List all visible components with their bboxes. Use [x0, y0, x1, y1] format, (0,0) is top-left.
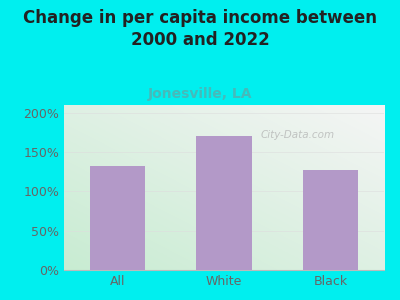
Text: Jonesville, LA: Jonesville, LA [148, 87, 252, 101]
Text: Change in per capita income between
2000 and 2022: Change in per capita income between 2000… [23, 9, 377, 49]
Bar [90, 166, 145, 270]
Bar [196, 136, 252, 270]
Text: City-Data.com: City-Data.com [260, 130, 335, 140]
Bar [303, 170, 358, 270]
